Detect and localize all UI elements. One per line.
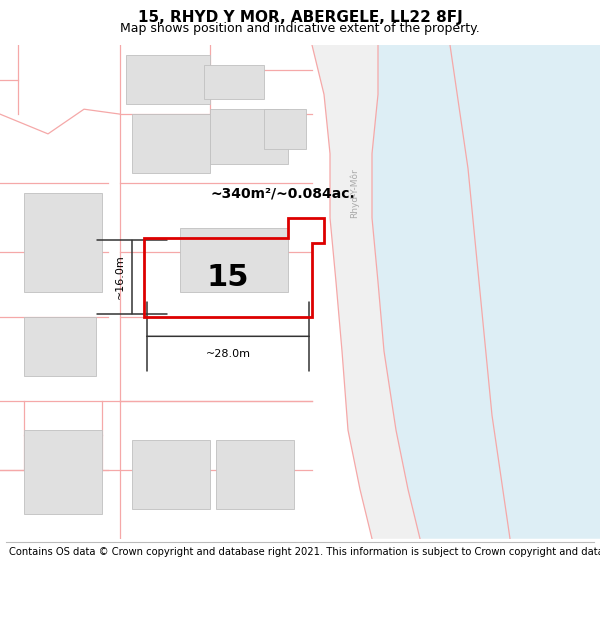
Text: ~340m²/~0.084ac.: ~340m²/~0.084ac. [210,186,355,200]
Bar [24,430,102,514]
Text: Map shows position and indicative extent of the property.: Map shows position and indicative extent… [120,22,480,35]
Text: Rhyd-Y-Môr: Rhyd-Y-Môr [349,168,359,218]
Polygon shape [372,45,600,539]
Bar [216,440,294,509]
Bar [210,109,288,164]
Text: ~28.0m: ~28.0m [205,349,251,359]
Bar [180,228,288,292]
Text: 15: 15 [207,262,249,291]
Text: 15, RHYD Y MOR, ABERGELE, LL22 8FJ: 15, RHYD Y MOR, ABERGELE, LL22 8FJ [137,10,463,25]
Bar [204,65,264,99]
Text: ~16.0m: ~16.0m [115,255,125,299]
Polygon shape [312,45,420,539]
Bar [24,316,96,376]
Bar [24,193,102,292]
Text: Contains OS data © Crown copyright and database right 2021. This information is : Contains OS data © Crown copyright and d… [9,548,600,558]
Bar [264,109,306,149]
Bar [132,114,210,173]
Bar [126,55,210,104]
Bar [132,440,210,509]
